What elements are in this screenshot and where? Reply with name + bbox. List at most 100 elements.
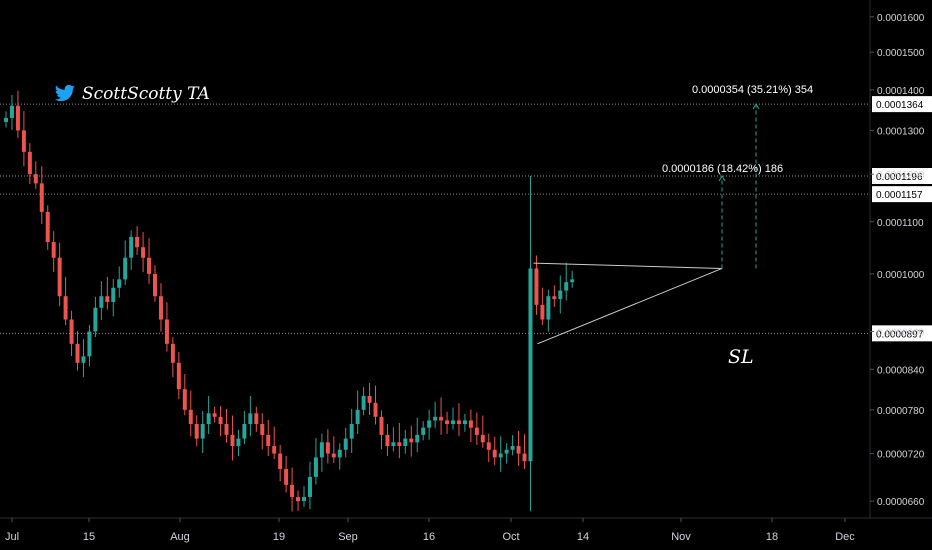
candle-body [552,296,557,300]
candle-body [254,413,259,425]
candle-body [141,247,146,258]
candle-body [182,389,187,410]
candle-body [486,442,491,450]
candle-body [272,446,277,454]
candle-body [117,279,122,288]
y-tick-label: 0.0001200 [877,170,925,181]
level-price-tag [872,325,932,342]
candle-body [212,413,217,417]
candle-body [355,409,360,425]
y-tick-label: 0.0001600 [877,13,925,24]
candle-body [123,257,128,280]
candle-body [313,457,318,477]
brand-watermark: ScottScotty TA [54,84,210,104]
candle-body [337,449,342,458]
candle-body [451,420,455,425]
x-tick-label: Nov [671,531,691,543]
y-tick-label: 0.0000720 [877,450,925,461]
level-price-label: 0.0000897 [876,329,924,340]
candle-body [325,442,330,454]
candle-body [462,420,467,425]
candle-body [99,296,104,308]
x-tick-label: Oct [502,531,519,543]
x-tick-label: 18 [766,531,778,543]
candle-body [403,438,408,447]
candle-body [81,356,86,363]
candle-body [498,453,503,458]
triangle-pattern [533,262,723,345]
candle-body [33,174,38,184]
target-arrow-2-head [752,103,760,110]
candle-body [27,151,32,175]
level-price-tag [872,96,932,113]
candle-body [218,416,223,425]
horizontal-levels: 0.0001364 0.0001196 0.0001157 0.0000897 [0,96,932,342]
target-arrow-1-head [718,175,726,182]
x-tick-label: 15 [83,531,95,543]
y-tick-label: 0.0001000 [877,270,925,281]
candle-body [367,395,372,403]
candle-body [492,449,497,458]
candle-body [558,290,563,300]
candle-body [266,434,271,447]
x-tick-label: Jul [5,531,19,543]
candle-body [397,442,402,447]
candle-body [230,434,235,447]
candle-body [188,409,193,425]
candle-body [4,117,8,123]
x-tick-label: Dec [835,531,855,543]
y-tick-label: 0.0000780 [877,406,925,417]
candle-body [63,296,68,320]
level-price-tag [872,168,932,185]
candle-body [129,236,134,258]
candle-body [105,296,110,302]
candle-body [147,257,152,274]
candle-body [290,484,295,498]
candle-body [9,105,14,118]
candle-body [200,424,205,439]
candle-body [39,183,44,212]
candle-body [153,273,157,297]
candle-body [409,438,414,443]
candle-body [284,468,289,485]
candle-body [319,442,324,458]
y-tick-label: 0.0000900 [877,328,925,339]
candle-body [176,362,181,390]
candle-body [468,420,473,428]
level-price-label: 0.0001157 [876,190,923,201]
chart-drawings [533,103,760,345]
candle-body [69,319,74,344]
candle-body [75,343,80,363]
candle-body [564,282,569,291]
candle-body [427,420,432,428]
candles [4,90,575,512]
stop-loss-label: SL [728,346,754,368]
candle-body [534,268,539,305]
candle-body [236,438,241,447]
candle-body [570,279,575,283]
candle-body [164,319,169,344]
brand-handle: ScottScotty TA [82,84,210,104]
y-tick-label: 0.0001500 [877,48,925,59]
candle-body [135,236,140,248]
candle-body [93,307,98,332]
candle-body [302,497,306,502]
candle-body [57,257,62,297]
y-tick-label: 0.0000660 [877,497,925,508]
candle-body [21,130,26,152]
target-annotation-2: 0.0000354 (35.21%) 354 [692,84,814,96]
x-tick-label: Sep [338,531,358,543]
candle-body [15,105,20,131]
x-tick-label: Aug [170,531,190,543]
y-tick-label: 0.0001100 [877,218,924,229]
candle-body [307,476,312,498]
level-price-label: 0.0001196 [876,172,923,183]
candle-body [248,413,253,425]
candle-body [111,287,116,302]
candle-body [170,343,175,363]
candle-body [415,434,420,443]
candle-body [379,416,384,435]
candle-body [242,424,247,439]
candle-body [546,296,551,320]
